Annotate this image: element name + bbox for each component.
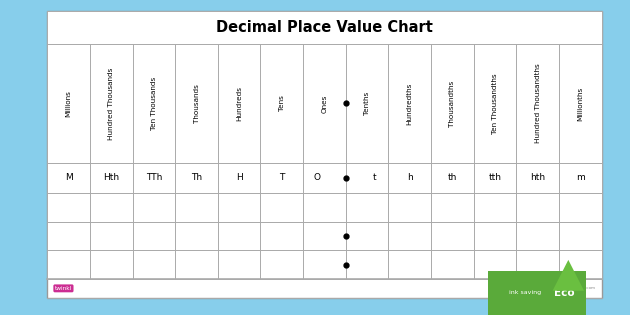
Text: Hundreds: Hundreds	[236, 86, 242, 121]
Text: Thousands: Thousands	[193, 84, 200, 123]
Text: twinkl: twinkl	[55, 286, 72, 291]
Text: M: M	[65, 174, 72, 182]
Polygon shape	[553, 260, 584, 291]
Text: Millions: Millions	[66, 90, 72, 117]
Bar	[47, 163, 602, 193]
Text: hth: hth	[530, 174, 545, 182]
Bar	[47, 193, 602, 222]
Text: Eco: Eco	[554, 288, 575, 298]
Bar	[47, 11, 602, 44]
Text: O: O	[313, 174, 320, 182]
Bar	[47, 250, 602, 279]
Text: Thousandths: Thousandths	[449, 80, 455, 127]
Text: H: H	[236, 174, 243, 182]
Text: Hth: Hth	[103, 174, 119, 182]
Bar	[47, 11, 602, 298]
Text: Hundred Thousands: Hundred Thousands	[108, 67, 114, 140]
Text: T: T	[279, 174, 285, 182]
Text: Hundred Thousandths: Hundred Thousandths	[535, 64, 541, 143]
Text: visit twinkl.com: visit twinkl.com	[563, 286, 595, 290]
Text: TTh: TTh	[146, 174, 162, 182]
Text: Tens: Tens	[279, 95, 285, 112]
Bar	[47, 44, 602, 163]
Bar	[488, 271, 586, 315]
Text: Ten Thousandths: Ten Thousandths	[492, 73, 498, 134]
Text: Th: Th	[191, 174, 202, 182]
Text: t: t	[373, 174, 377, 182]
Text: Tenths: Tenths	[364, 92, 370, 115]
Text: Ten Thousands: Ten Thousands	[151, 77, 157, 130]
Text: tth: tth	[488, 174, 501, 182]
Text: th: th	[448, 174, 457, 182]
Text: Hundredths: Hundredths	[407, 82, 413, 125]
Text: Ones: Ones	[321, 94, 328, 113]
Text: h: h	[407, 174, 413, 182]
Text: ink saving: ink saving	[509, 290, 541, 295]
Text: Decimal Place Value Chart: Decimal Place Value Chart	[216, 20, 433, 35]
Bar	[47, 222, 602, 250]
Text: m: m	[576, 174, 585, 182]
Text: Millionths: Millionths	[577, 86, 583, 121]
